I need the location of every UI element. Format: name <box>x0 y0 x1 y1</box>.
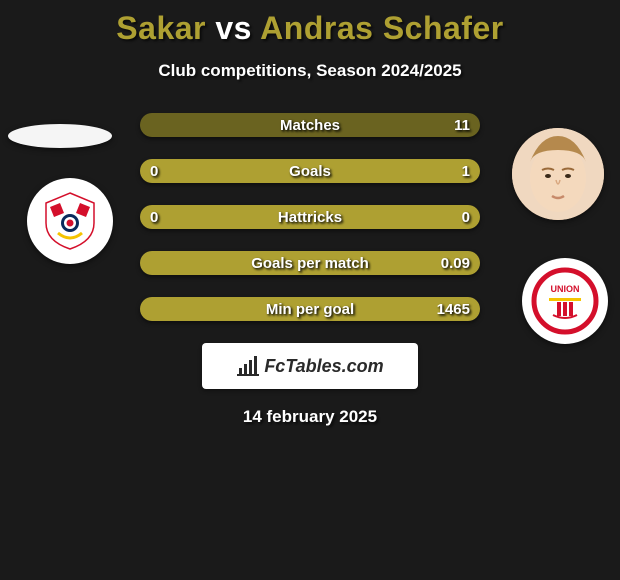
source-logo-text: FcTables.com <box>264 356 383 377</box>
stat-right-value: 1 <box>462 159 470 183</box>
subtitle: Club competitions, Season 2024/2025 <box>0 61 620 81</box>
title-right: Andras Schafer <box>260 10 504 46</box>
player2-face-icon <box>512 128 604 220</box>
stat-label: Hattricks <box>140 205 480 229</box>
stat-row-gpm: Goals per match 0.09 <box>140 251 480 275</box>
source-logo: FcTables.com <box>202 343 418 389</box>
snapshot-date: 14 february 2025 <box>0 407 620 427</box>
club2-badge-icon: UNION <box>531 267 599 335</box>
club1-badge <box>27 178 113 264</box>
stat-label: Goals per match <box>140 251 480 275</box>
club2-badge: UNION <box>522 258 608 344</box>
svg-text:UNION: UNION <box>551 284 580 294</box>
stat-right-value: 0 <box>462 205 470 229</box>
stat-label: Matches <box>140 113 480 137</box>
player2-avatar <box>512 128 604 220</box>
stat-right-value: 0.09 <box>441 251 470 275</box>
player1-avatar <box>8 124 112 148</box>
title-vs: vs <box>215 10 260 46</box>
stat-row-goals: 0 Goals 1 <box>140 159 480 183</box>
club1-badge-icon <box>38 189 102 253</box>
bar-chart-icon <box>236 354 260 378</box>
stat-row-matches: Matches 11 <box>140 113 480 137</box>
title-left: Sakar <box>116 10 206 46</box>
stats-container: Matches 11 0 Goals 1 0 Hattricks 0 Goals… <box>140 113 480 321</box>
stat-right-value: 11 <box>454 113 470 137</box>
stat-row-mpg: Min per goal 1465 <box>140 297 480 321</box>
page-title: Sakar vs Andras Schafer <box>0 0 620 47</box>
stat-right-value: 1465 <box>437 297 470 321</box>
stat-label: Min per goal <box>140 297 480 321</box>
stat-label: Goals <box>140 159 480 183</box>
stat-row-hattricks: 0 Hattricks 0 <box>140 205 480 229</box>
